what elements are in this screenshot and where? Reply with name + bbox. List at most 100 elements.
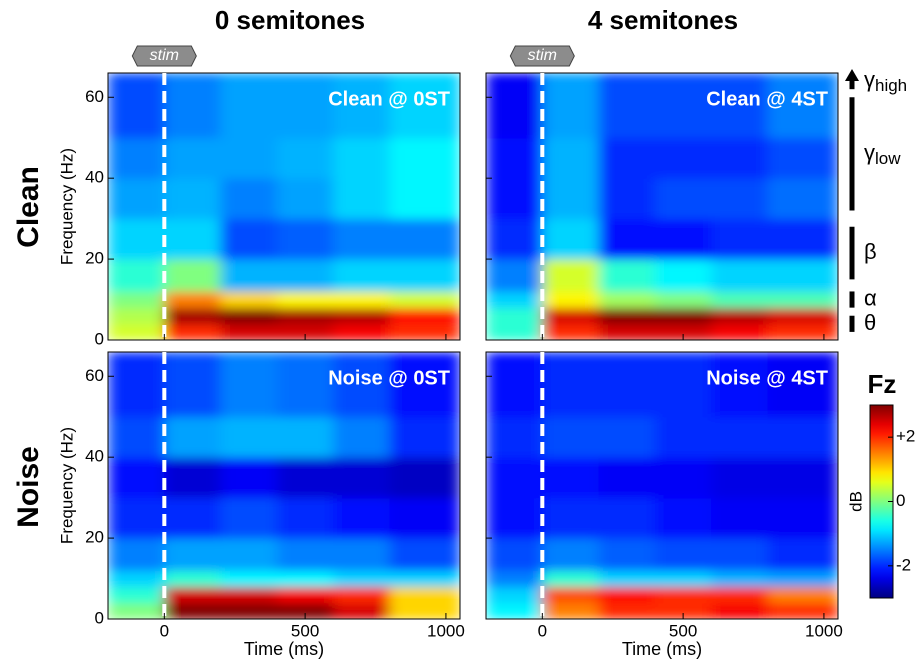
heat-cell: [108, 259, 165, 292]
heat-cell: [333, 218, 391, 260]
heat-cell: [486, 307, 543, 325]
heat-cell: [220, 137, 278, 179]
heat-cell: [276, 570, 334, 588]
heat-cell: [767, 457, 838, 499]
heat-cell: [711, 497, 769, 539]
heatmap-cells: [486, 73, 838, 340]
frame: [107, 72, 461, 341]
heat-cell: [711, 416, 769, 458]
x-tick-label: 1000: [427, 621, 465, 640]
x-tick-label: 0: [160, 621, 169, 640]
heatmap: [108, 73, 460, 340]
heat-cell: [598, 218, 656, 260]
heat-cell: [164, 538, 222, 571]
heat-cell: [108, 218, 165, 260]
heat-cell: [333, 538, 391, 571]
heat-cell: [767, 291, 838, 309]
heat-cell: [711, 570, 769, 588]
heat-cell: [108, 178, 165, 220]
heat-cell: [598, 570, 656, 588]
heat-cell: [333, 602, 391, 619]
heat-cell: [542, 291, 600, 309]
heat-cell: [108, 416, 165, 458]
heat-cell: [164, 457, 222, 499]
heat-cell: [486, 602, 543, 619]
heat-cell: [598, 457, 656, 499]
heat-cell: [220, 291, 278, 309]
row-label: Noise: [12, 446, 45, 528]
heat-cell: [389, 73, 460, 139]
y-axis-label: Frequency (Hz): [57, 148, 76, 265]
heat-cell: [711, 178, 769, 220]
heat-cell: [276, 538, 334, 571]
frame: [107, 351, 461, 620]
heat-cell: [108, 570, 165, 588]
band-symbol: β: [864, 239, 877, 264]
heat-cell: [220, 570, 278, 588]
y-tick-label: 60: [85, 366, 104, 385]
heat-cell: [333, 570, 391, 588]
frame: [485, 351, 839, 620]
heat-cell: [164, 291, 222, 309]
heat-cell: [389, 538, 460, 571]
heat-cell: [389, 352, 460, 418]
heat-cell: [767, 73, 838, 139]
heat-cell: [654, 570, 712, 588]
heat-cell: [486, 570, 543, 588]
heat-cell: [276, 416, 334, 458]
heat-cell: [542, 457, 600, 499]
x-tick-label: 500: [291, 621, 319, 640]
colorbar-label: dB: [846, 491, 865, 512]
heat-cell: [164, 497, 222, 539]
heatmap: [486, 73, 838, 340]
heat-cell: [654, 352, 712, 418]
heatmap-cells: [108, 352, 460, 619]
heat-cell: [598, 602, 656, 619]
heatmap: [108, 352, 460, 619]
heat-cell: [598, 178, 656, 220]
heat-cell: [711, 137, 769, 179]
y-tick-label: 20: [85, 249, 104, 268]
heat-cell: [767, 178, 838, 220]
heat-cell: [486, 73, 543, 139]
heat-cell: [276, 602, 334, 619]
heat-cell: [108, 307, 165, 325]
heat-cell: [164, 586, 222, 604]
heat-cell: [108, 291, 165, 309]
column-title: 4 semitones: [588, 5, 738, 35]
heat-cell: [220, 218, 278, 260]
band-label: β: [864, 239, 877, 264]
frame: [485, 72, 839, 341]
heat-cell: [164, 307, 222, 325]
heat-cell: [333, 416, 391, 458]
heat-cell: [276, 291, 334, 309]
heat-cell: [598, 307, 656, 325]
colorbar-title: Fz: [868, 369, 897, 399]
row-label: Clean: [12, 166, 45, 248]
band-symbol: γ: [864, 140, 875, 165]
heat-cell: [542, 259, 600, 292]
heat-cell: [220, 323, 278, 340]
heat-cell: [276, 457, 334, 499]
heat-cell: [108, 352, 165, 418]
heat-cell: [333, 178, 391, 220]
colorbar-tick-label: 0: [896, 491, 905, 510]
heat-cell: [654, 538, 712, 571]
heat-cell: [108, 497, 165, 539]
heat-cell: [220, 586, 278, 604]
heat-cell: [276, 323, 334, 340]
x-axis-label: Time (ms): [622, 639, 702, 659]
stim-tag: [509, 45, 575, 67]
heat-cell: [276, 218, 334, 260]
heat-cell: [333, 259, 391, 292]
heat-cell: [486, 259, 543, 292]
heat-cell: [598, 586, 656, 604]
heat-cell: [333, 137, 391, 179]
heat-cell: [389, 137, 460, 179]
heat-cell: [333, 291, 391, 309]
heat-cell: [542, 73, 600, 139]
heat-cell: [654, 178, 712, 220]
heat-cell: [486, 586, 543, 604]
